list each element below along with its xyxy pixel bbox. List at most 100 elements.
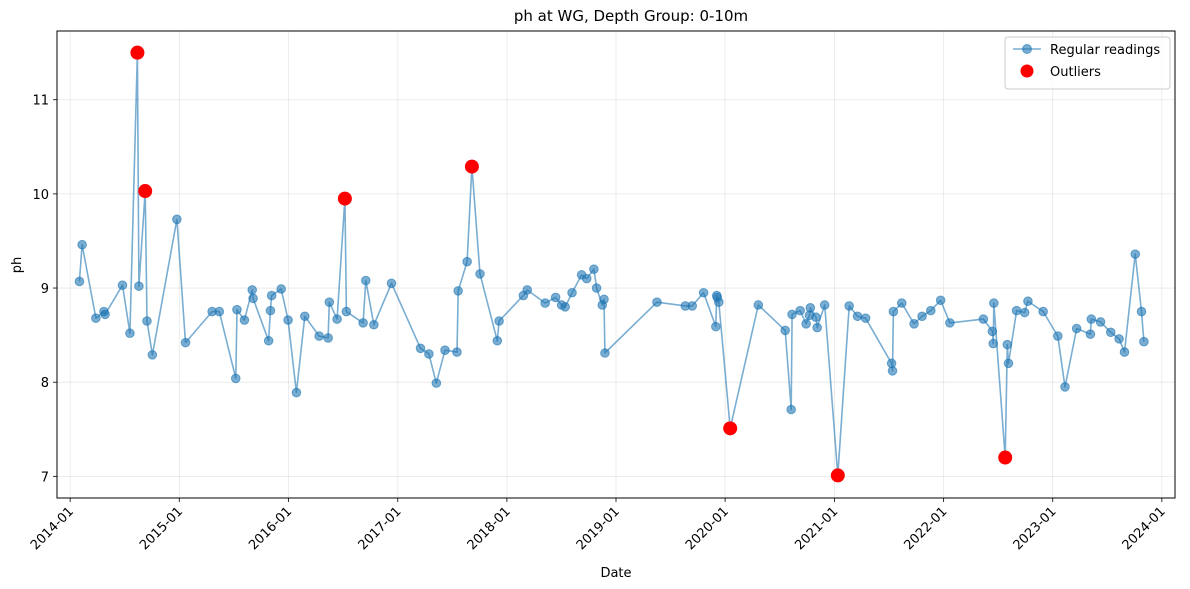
regular-reading-point xyxy=(323,333,333,343)
regular-reading-point xyxy=(332,314,342,324)
regular-reading-point xyxy=(263,335,274,346)
regular-reading-point xyxy=(753,300,764,310)
y-tick-label: 9 xyxy=(41,282,49,297)
regular-reading-point xyxy=(1086,314,1097,324)
x-tick-label: 2024-01 xyxy=(1120,504,1169,553)
plot-data xyxy=(74,45,1149,483)
regular-reading-point xyxy=(452,347,462,357)
regular-reading-point xyxy=(369,319,379,330)
regular-readings-line xyxy=(78,51,1145,477)
regular-reading-point xyxy=(819,300,830,310)
y-tick-label: 10 xyxy=(32,188,49,203)
outlier-point xyxy=(464,159,479,174)
regular-reading-point xyxy=(475,269,485,279)
regular-reading-point xyxy=(453,286,463,296)
regular-reading-point xyxy=(711,321,721,332)
regular-reading-point xyxy=(945,318,955,328)
x-tick-label: 2020-01 xyxy=(683,504,732,553)
regular-reading-point xyxy=(1130,249,1141,259)
outlier-point xyxy=(130,45,145,60)
x-tick-label: 2018-01 xyxy=(465,504,514,553)
regular-reading-point xyxy=(935,295,946,306)
x-tick-label: 2023-01 xyxy=(1011,504,1060,553)
regular-reading-point xyxy=(1114,334,1124,344)
regular-reading-point xyxy=(599,294,609,305)
regular-reading-point xyxy=(550,292,561,303)
regular-reading-point xyxy=(567,287,577,298)
regular-reading-point xyxy=(852,311,863,322)
regular-reading-point xyxy=(300,311,310,322)
outlier-point xyxy=(138,184,153,199)
legend-regular-marker xyxy=(1022,44,1032,54)
y-tick-label: 11 xyxy=(32,94,49,109)
outlier-point xyxy=(830,468,845,483)
regular-reading-point xyxy=(805,303,816,313)
x-tick-label: 2022-01 xyxy=(901,504,950,553)
regular-reading-point xyxy=(801,319,811,329)
outlier-point xyxy=(998,450,1013,465)
regular-reading-point xyxy=(1003,358,1014,369)
regular-reading-point xyxy=(988,338,999,349)
regular-reading-point xyxy=(492,335,503,346)
x-axis-title: Date xyxy=(600,566,631,581)
regular-reading-point xyxy=(283,315,293,325)
regular-reading-point xyxy=(291,387,302,398)
regular-reading-point xyxy=(780,325,790,336)
x-tick-label: 2015-01 xyxy=(137,504,186,553)
regular-reading-point xyxy=(230,373,241,384)
regular-reading-point xyxy=(560,302,570,312)
regular-reading-point xyxy=(74,276,85,287)
regular-reading-point xyxy=(341,306,352,317)
regular-reading-point xyxy=(77,239,87,250)
regular-reading-point xyxy=(147,350,158,360)
regular-reading-point xyxy=(888,306,899,317)
regular-reading-point xyxy=(652,297,662,307)
regular-reading-point xyxy=(1002,339,1013,350)
regular-reading-point xyxy=(239,315,250,325)
regular-reading-point xyxy=(360,275,371,286)
regular-reading-point xyxy=(687,301,698,311)
y-tick-label: 8 xyxy=(41,376,49,391)
regular-reading-point xyxy=(812,322,822,333)
regular-reading-point xyxy=(860,313,871,323)
regular-reading-point xyxy=(1011,305,1022,316)
regular-reading-point xyxy=(1023,296,1033,307)
outlier-point xyxy=(337,191,352,206)
regular-reading-point xyxy=(462,256,472,267)
axis-ticks: 2014-01 2015-01 2016-01 2017-01 2018-01 2019-… xyxy=(28,94,1169,554)
x-tick-label: 2017-01 xyxy=(356,504,405,553)
regular-reading-point xyxy=(248,293,258,304)
y-axis-title: ph xyxy=(10,257,25,274)
regular-reading-point xyxy=(125,328,135,339)
regular-reading-point xyxy=(134,281,144,291)
regular-reading-point xyxy=(266,290,277,301)
regular-reading-point xyxy=(1105,327,1116,338)
regular-reading-point xyxy=(591,283,602,293)
regular-reading-point xyxy=(117,280,128,291)
legend-regular-label: Regular readings xyxy=(1050,43,1160,58)
regular-reading-point xyxy=(1119,347,1130,357)
regular-reading-point xyxy=(324,297,335,307)
regular-reading-point xyxy=(522,285,533,295)
regular-reading-point xyxy=(909,319,919,329)
regular-reading-point xyxy=(440,345,450,355)
legend: Regular readings Outliers xyxy=(1004,36,1171,90)
regular-reading-point xyxy=(540,298,550,308)
regular-reading-point xyxy=(714,297,724,307)
regular-reading-point xyxy=(214,306,225,317)
regular-reading-point xyxy=(1038,306,1048,317)
regular-reading-point xyxy=(415,343,426,354)
y-tick-label: 7 xyxy=(41,470,49,485)
regular-reading-point xyxy=(314,331,324,341)
regular-reading-point xyxy=(581,273,592,284)
regular-reading-point xyxy=(887,366,898,376)
grid xyxy=(57,31,1175,498)
outlier-point xyxy=(723,421,738,436)
x-tick-label: 2016-01 xyxy=(246,504,295,553)
regular-reading-point xyxy=(896,298,907,308)
regular-reading-point xyxy=(844,301,854,311)
regular-reading-point xyxy=(247,285,258,295)
regular-reading-point xyxy=(1139,336,1149,347)
regular-reading-point xyxy=(1053,331,1063,341)
